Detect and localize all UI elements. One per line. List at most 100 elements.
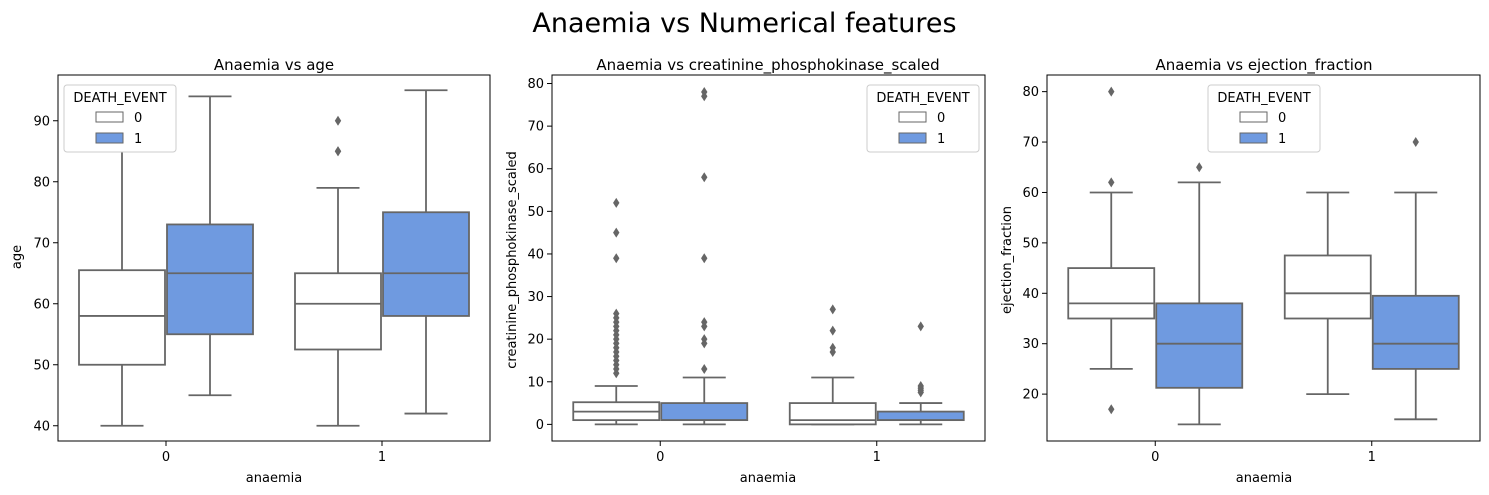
legend: DEATH_EVENT 0 1 (1207, 84, 1321, 153)
outlier-marker (701, 172, 708, 183)
y-axis-label: ejection_fraction (1000, 206, 1015, 314)
legend: DEATH_EVENT 0 1 (63, 84, 177, 153)
legend-swatch-1 (95, 132, 124, 144)
legend-label-0: 0 (134, 111, 142, 126)
box-body (1155, 302, 1244, 389)
legend-label-1: 1 (1278, 132, 1286, 147)
outlier-marker (701, 87, 708, 98)
y-tick-label: 70 (527, 120, 544, 135)
x-tick-label: 1 (1368, 450, 1376, 465)
outlier-marker (701, 363, 708, 374)
y-tick-label: 90 (33, 114, 50, 129)
box-0-cat-0 (1067, 86, 1156, 415)
outlier-marker (613, 253, 620, 264)
subplot-title: Anaemia vs ejection_fraction (1155, 56, 1372, 75)
box-0-cat-0 (78, 150, 166, 427)
outlier-marker (1108, 404, 1115, 415)
y-tick-label: 80 (33, 175, 50, 190)
y-tick-label: 30 (527, 290, 544, 305)
x-axis-label: anaemia (246, 471, 302, 486)
y-axis-label: age (10, 245, 25, 269)
y-tick-label: 50 (527, 205, 544, 220)
box-body (876, 410, 965, 422)
legend-swatch-0 (1239, 111, 1268, 123)
plot-area: 40 50 60 70 80 90 0 1 (33, 74, 491, 465)
y-tick-label: 80 (527, 77, 544, 92)
outlier-marker (1196, 162, 1203, 173)
box-1-cat-0 (166, 95, 254, 397)
x-tick-label: 0 (1151, 450, 1159, 465)
legend-swatch-0 (95, 111, 124, 123)
subplot-title: Anaemia vs creatinine_phosphokinase_scal… (596, 56, 939, 75)
outlier-marker (701, 334, 708, 345)
outlier-marker (1412, 137, 1419, 148)
box-body (78, 269, 166, 366)
box-body (382, 211, 470, 317)
outlier-marker (1108, 86, 1115, 97)
box-0-cat-1 (294, 115, 382, 427)
legend-swatch-0 (898, 111, 927, 123)
box-0-cat-1 (1283, 191, 1372, 396)
legend-title: DEATH_EVENT (73, 91, 166, 106)
box-body (294, 272, 382, 351)
box-0-cat-1 (788, 304, 877, 426)
y-tick-label: 80 (1022, 85, 1039, 100)
x-tick-label: 1 (378, 450, 386, 465)
legend-label-0: 0 (1278, 111, 1286, 126)
y-tick-label: 10 (527, 375, 544, 390)
outlier-marker (701, 317, 708, 328)
y-tick-label: 50 (1022, 236, 1039, 251)
y-tick-label: 30 (1022, 337, 1039, 352)
y-tick-label: 60 (1022, 186, 1039, 201)
outlier-marker (1108, 177, 1115, 188)
outlier-marker (613, 197, 620, 208)
y-axis-label: creatinine_phosphokinase_scaled (505, 151, 520, 369)
outlier-marker (334, 146, 342, 157)
axes-frame (551, 74, 986, 442)
outlier-marker (613, 308, 620, 319)
outlier-marker (334, 115, 342, 126)
plot-area: 20 30 40 50 60 70 80 0 1 (1022, 74, 1481, 465)
figure-title: Anaemia vs Numerical features (532, 8, 956, 39)
legend-title: DEATH_EVENT (1217, 91, 1310, 106)
x-axis-label: anaemia (1236, 471, 1292, 486)
box-1-cat-0 (1155, 162, 1244, 426)
box-body (1067, 267, 1156, 320)
box-body (660, 402, 749, 422)
y-tick-label: 70 (1022, 136, 1039, 151)
outlier-marker (829, 304, 836, 315)
y-tick-label: 60 (33, 297, 50, 312)
box-0-cat-0 (572, 197, 661, 426)
y-tick-label: 60 (527, 162, 544, 177)
legend-label-1: 1 (937, 132, 945, 147)
legend-label-0: 0 (937, 111, 945, 126)
subplot-ejection-fraction: Anaemia vs ejection_fraction anaemia eje… (1000, 56, 1481, 486)
box-1-cat-1 (876, 321, 965, 426)
box-body (1371, 294, 1460, 370)
y-tick-label: 40 (33, 419, 50, 434)
axes-frame (57, 74, 491, 442)
x-axis-label: anaemia (740, 471, 796, 486)
y-tick-label: 20 (1022, 388, 1039, 403)
y-tick-label: 0 (536, 418, 544, 433)
y-tick-label: 50 (33, 358, 50, 373)
y-tick-label: 40 (527, 247, 544, 262)
x-tick-label: 0 (162, 450, 170, 465)
subplot-title: Anaemia vs age (214, 56, 334, 74)
box-body (788, 402, 877, 426)
outlier-marker (613, 227, 620, 238)
box-1-cat-0 (660, 87, 749, 426)
x-tick-label: 0 (656, 450, 664, 465)
subplot-age: Anaemia vs age anaemia age 40 50 60 70 80 90 0… (10, 56, 491, 486)
legend-swatch-1 (898, 132, 927, 144)
box-body (1283, 254, 1372, 320)
legend-title: DEATH_EVENT (876, 91, 969, 106)
outlier-marker (829, 325, 836, 336)
subplot-creatinine-phosphokinase: Anaemia vs creatinine_phosphokinase_scal… (505, 56, 986, 486)
y-tick-label: 20 (527, 333, 544, 348)
outlier-marker (829, 342, 836, 353)
x-tick-label: 1 (873, 450, 881, 465)
axes-frame (1046, 74, 1481, 442)
